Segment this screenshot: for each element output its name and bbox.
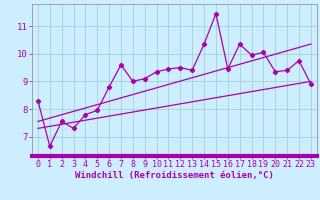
X-axis label: Windchill (Refroidissement éolien,°C): Windchill (Refroidissement éolien,°C) [75,171,274,180]
